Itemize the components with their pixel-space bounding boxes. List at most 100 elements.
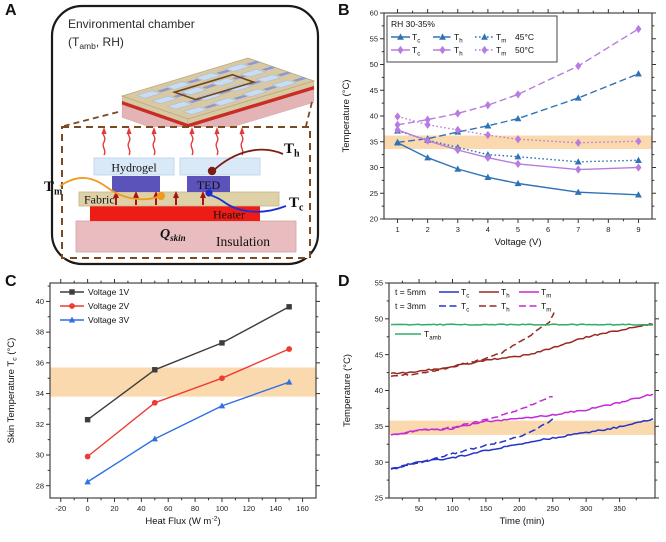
marker-triangle [514, 153, 522, 160]
hydrogel-label: Hydrogel [111, 161, 157, 175]
marker-square [84, 416, 91, 423]
svg-text:Skin Temperature Tc (°C): Skin Temperature Tc (°C) [6, 338, 19, 444]
vapor-arrow [215, 131, 219, 156]
vapor-arrow [102, 131, 106, 156]
svg-text:9: 9 [636, 225, 640, 234]
svg-text:Voltage 3V: Voltage 3V [88, 315, 129, 325]
svg-text:1: 1 [395, 225, 399, 234]
tc-label: Tc [289, 195, 304, 214]
svg-text:Th: Th [454, 45, 463, 57]
marker-circle [69, 303, 75, 309]
marker-triangle [84, 478, 91, 485]
marker-triangle [484, 173, 492, 180]
svg-text:200: 200 [513, 504, 526, 513]
panel-d: D 50 100 150 200 250 300 350 25 30 35 40 45 50 55 Time… [333, 271, 666, 542]
marker-triangle [439, 33, 446, 40]
series-tamb [390, 323, 654, 326]
marker-diamond [397, 45, 404, 55]
svg-text:30: 30 [370, 163, 378, 172]
svg-text:3: 3 [456, 225, 460, 234]
svg-text:120: 120 [243, 504, 256, 513]
environmental-chamber-schematic: Environmental chamber (Tamb, RH) Hydroge… [44, 4, 320, 266]
marker-triangle [514, 179, 522, 187]
skin-heat-arrows [113, 191, 206, 205]
svg-text:25: 25 [370, 189, 378, 198]
zoom-connector-right [305, 101, 313, 127]
svg-text:140: 140 [269, 504, 282, 513]
ted-block-left [112, 176, 160, 192]
marker-diamond [635, 163, 642, 172]
svg-text:Heat Flux (W m-2): Heat Flux (W m-2) [145, 515, 220, 527]
svg-text:Tc: Tc [461, 287, 469, 299]
svg-text:36: 36 [36, 358, 44, 367]
svg-text:35: 35 [375, 422, 383, 431]
hydrogel-block-right [179, 157, 261, 176]
chart-temperature-vs-voltage: 1 2 3 4 5 6 7 8 9 20 25 30 35 40 45 50 55 60 Voltage (V) Te… [333, 0, 666, 271]
vapor-arrow [190, 131, 194, 156]
insulation-layer [75, 220, 297, 253]
marker-diamond [394, 125, 401, 135]
svg-text:Time (min): Time (min) [499, 516, 544, 527]
marker-triangle [514, 114, 522, 122]
svg-text:28: 28 [36, 481, 44, 490]
svg-text:8: 8 [606, 225, 610, 234]
legend-box [386, 15, 558, 63]
svg-text:45: 45 [370, 86, 378, 95]
svg-text:34: 34 [36, 389, 44, 398]
svg-text:Tc: Tc [461, 301, 469, 313]
marker-triangle [574, 188, 582, 195]
svg-text:t = 5mm: t = 5mm [395, 287, 426, 297]
marker-circle [151, 399, 158, 406]
ted-block-right [187, 176, 230, 192]
marker-triangle [481, 33, 488, 40]
svg-text:Tm: Tm [541, 287, 551, 299]
svg-text:160: 160 [296, 504, 309, 513]
series-voltage-3v [87, 381, 290, 483]
svg-text:250: 250 [546, 504, 559, 513]
insulation-label: Insulation [216, 234, 270, 249]
chart-temperature-vs-time: 50 100 150 200 250 300 350 25 30 35 40 45 50 55 Time (… [333, 271, 666, 542]
tm-label: Tm [44, 179, 63, 198]
svg-text:100: 100 [446, 504, 459, 513]
series-th-3mm [390, 312, 555, 377]
hydrogel-block-left [93, 157, 175, 176]
svg-text:0: 0 [86, 504, 90, 513]
marker-diamond [481, 45, 488, 55]
marker-diamond [635, 137, 642, 146]
svg-text:150: 150 [480, 504, 493, 513]
svg-text:6: 6 [546, 225, 550, 234]
svg-text:Th: Th [454, 32, 463, 44]
marker-circle [219, 375, 225, 382]
svg-text:Tm: Tm [496, 32, 506, 44]
marker-triangle [635, 70, 642, 77]
chamber-subtitle: (Tamb, RH) [68, 35, 124, 51]
svg-text:50: 50 [370, 60, 378, 69]
marker-triangle [397, 33, 404, 40]
tm-probe-dot [157, 192, 165, 200]
svg-text:Temperature (°C): Temperature (°C) [342, 354, 353, 427]
marker-triangle [574, 158, 582, 165]
svg-text:55: 55 [370, 34, 378, 43]
svg-text:Tc: Tc [412, 45, 420, 57]
heater-label: Heater [213, 208, 245, 222]
th-probe-dot [207, 166, 217, 176]
marker-diamond [424, 136, 431, 145]
svg-text:60: 60 [164, 504, 172, 513]
svg-text:RH 30-35%: RH 30-35% [391, 19, 435, 29]
marker-triangle [285, 378, 293, 385]
marker-diamond [424, 115, 431, 124]
svg-text:20: 20 [370, 215, 378, 224]
tc-probe-dot [205, 189, 213, 197]
svg-text:38: 38 [36, 328, 44, 337]
panel-c-letter: C [5, 273, 17, 290]
marker-diamond [635, 24, 642, 34]
svg-text:50: 50 [375, 314, 383, 323]
svg-text:Tc: Tc [412, 32, 420, 44]
panel-a-letter: A [5, 2, 17, 19]
q-skin-label: Qskin [160, 227, 186, 243]
marker-diamond [575, 61, 582, 71]
svg-text:Tamb: Tamb [424, 329, 442, 341]
svg-text:Voltage 1V: Voltage 1V [88, 287, 129, 297]
marker-diamond [484, 130, 491, 140]
